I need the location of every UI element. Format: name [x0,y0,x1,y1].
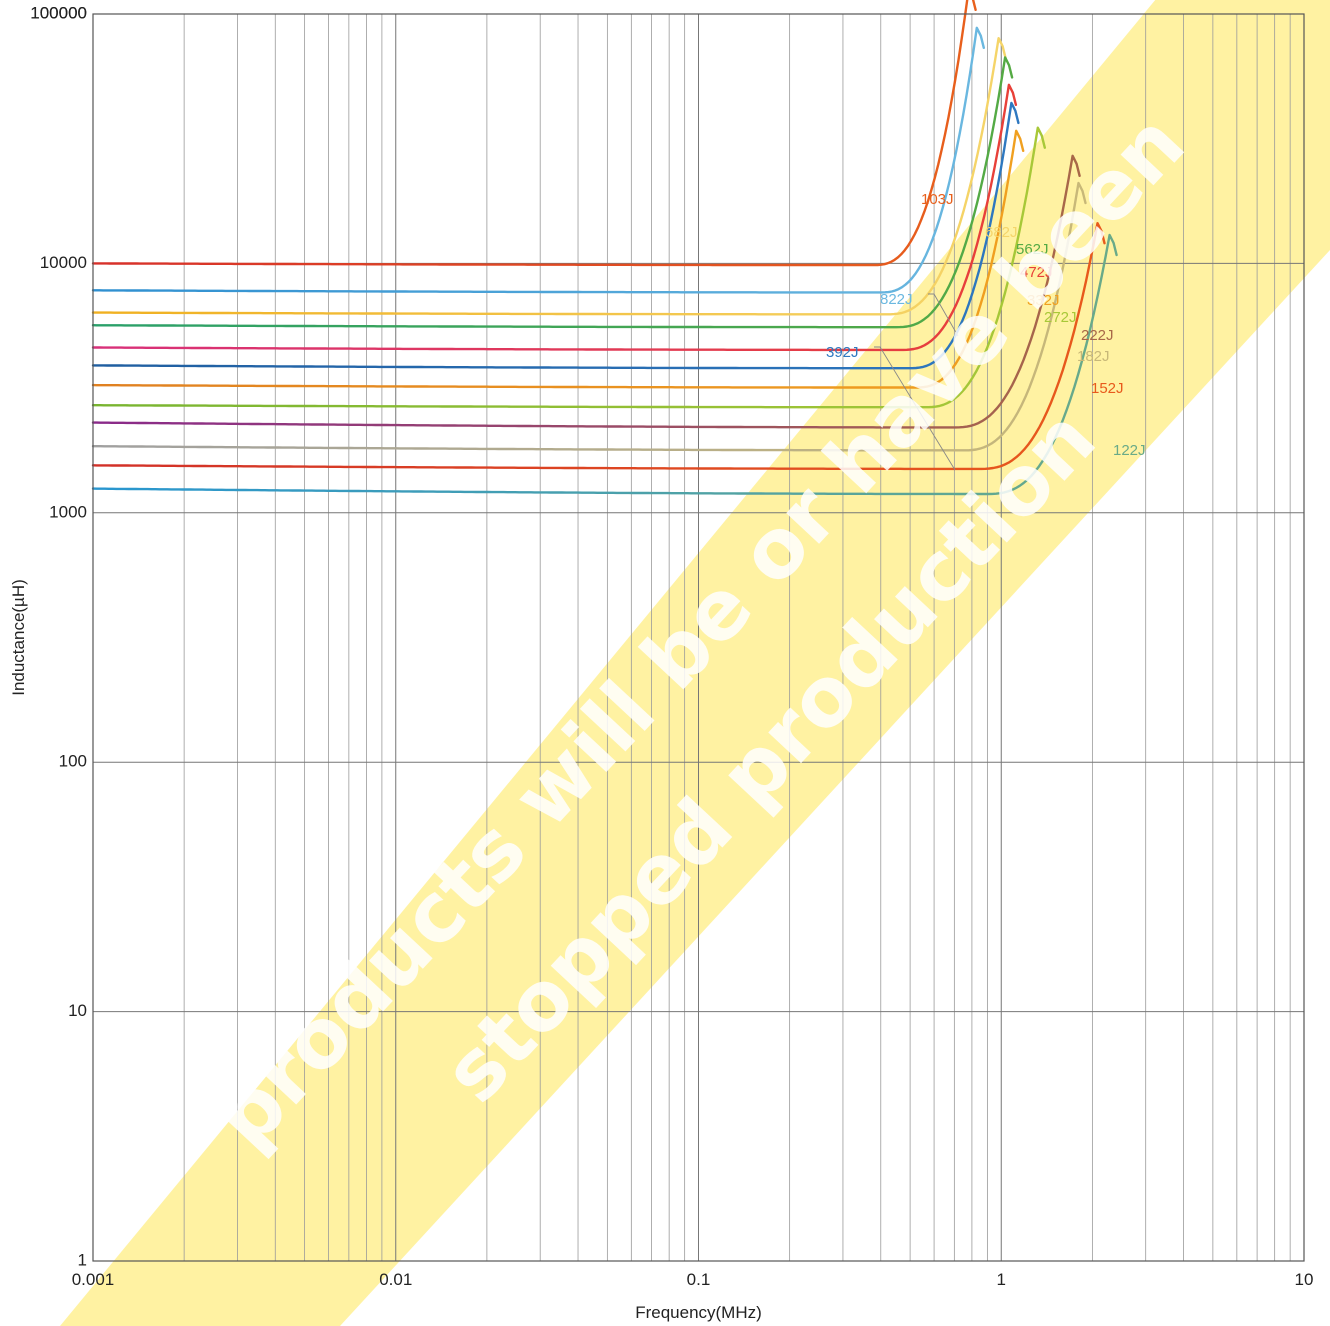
x-tick-label: 10 [1295,1270,1314,1289]
series-label-122J: 122J [1113,442,1146,459]
x-axis-label: Frequency(MHz) [635,1303,762,1322]
series-label-152J: 152J [1091,380,1124,397]
series-label-822J: 822J [880,291,913,308]
series-label-392J: 392J [826,344,859,361]
series-lines [91,0,1118,496]
watermark-band [60,0,1330,1326]
series-line-472J [91,83,1018,352]
series-line-332J [91,129,1025,389]
series-line-122J [91,233,1118,496]
plot-frame [92,13,1305,1262]
leader-line-392J [874,346,956,471]
series-line-682J [91,37,1007,316]
leader-line-822J [928,293,959,337]
series-label-182J: 182J [1077,348,1110,365]
y-tick-label: 1000 [49,502,87,521]
series-line-822J [91,26,985,294]
x-tick-label: 0.01 [379,1270,412,1289]
axes: 0.001 0.01 0.1 1 101101001000100001000001000… [9,3,1313,1322]
x-tick-label: 0.001 [72,1270,115,1289]
y-axis-label: Inductance(µH) [9,579,28,696]
series-label-272J: 272J [1044,309,1077,326]
series-label-332J: 332J [1027,292,1060,309]
y-tick-label: 100000 [30,3,87,22]
series-line-152J [91,222,1106,471]
series-label-682J: 682J [985,224,1018,241]
series-line-222J [91,154,1081,429]
series-line-272J [91,126,1046,409]
series-line-562J [91,56,1014,329]
y-tick-label: 100000 [30,3,87,22]
series-label-472J: 472J [1020,264,1053,281]
y-tick-label: 10 [68,1001,87,1020]
series-label-562J: 562J [1016,241,1049,258]
y-tick-label: 100 [59,752,87,771]
series-line-392J [91,101,1020,370]
series-line-182J [91,181,1087,452]
y-tick-label: 10000 [40,253,87,272]
x-tick-label: 0.1 [687,1270,711,1289]
y-tick-label: 1 [78,1250,87,1269]
series-label-103J: 103J [921,191,954,208]
watermark [60,0,1330,1326]
x-tick-label: 1 [997,1270,1006,1289]
series-label-222J: 222J [1081,327,1114,344]
series-line-103J [91,0,977,267]
